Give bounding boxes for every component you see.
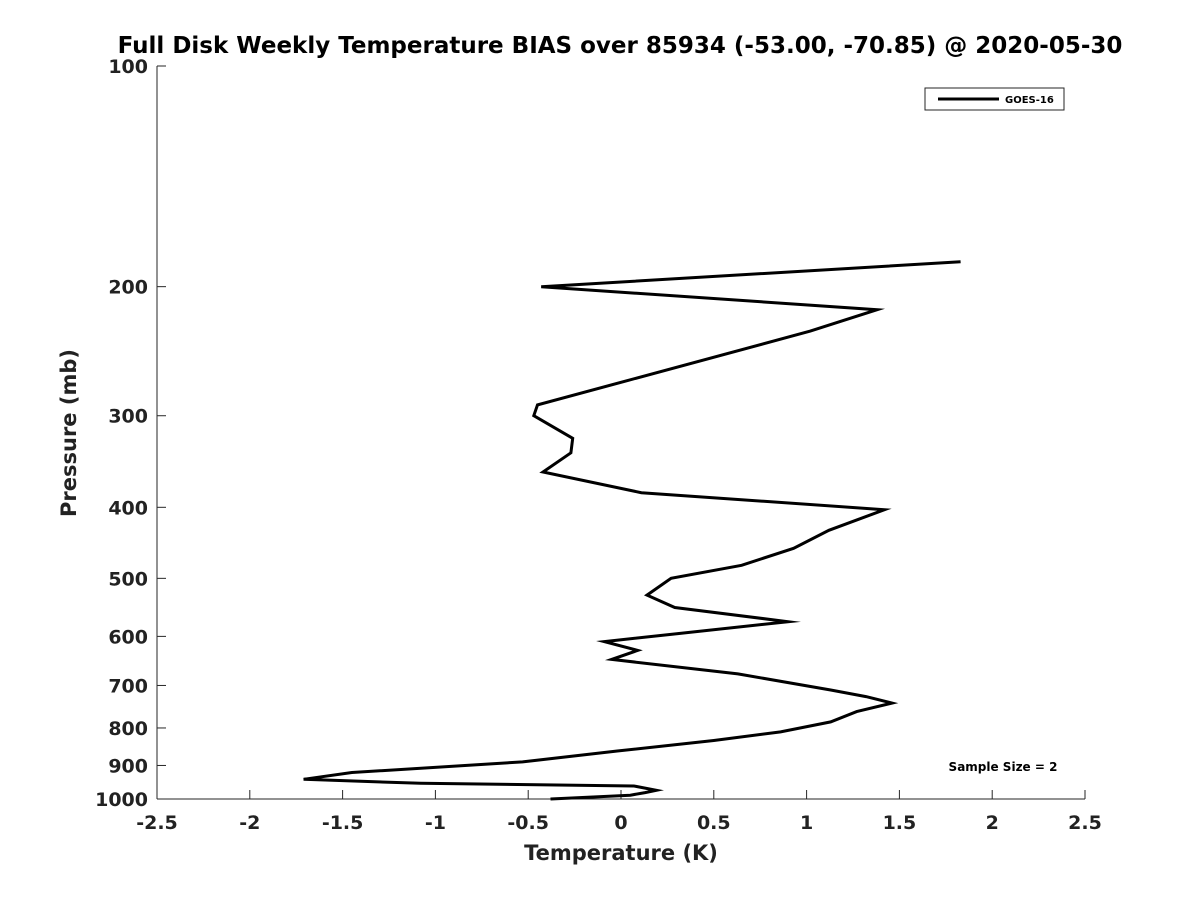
y-ticks: 100 200 300 400 500 600 700 800 900 1000: [95, 56, 166, 811]
x-tick-label-2: 2: [986, 812, 999, 834]
y-tick-label-600: 600: [108, 626, 148, 648]
y-tick-label-400: 400: [108, 497, 148, 519]
sample-size-annotation: Sample Size = 2: [949, 760, 1058, 774]
x-ticks: -2.5 -2 -1.5 -1 -0.5 0 0.5 1 1.5 2 2.5: [136, 790, 1102, 834]
x-tick-label-2-5: 2.5: [1068, 812, 1102, 834]
x-axis-label: Temperature (K): [524, 841, 718, 865]
chart-title: Full Disk Weekly Temperature BIAS over 8…: [118, 33, 1123, 59]
y-tick-label-200: 200: [108, 277, 148, 299]
y-tick-label-700: 700: [108, 675, 148, 697]
y-axis-label: Pressure (mb): [57, 349, 81, 517]
x-tick-label-1-5: 1.5: [883, 812, 917, 834]
x-tick-label-1: -1: [425, 812, 446, 834]
x-tick-label-0-5: -0.5: [507, 812, 549, 834]
x-tick-label-2-5: -2.5: [136, 812, 178, 834]
x-tick-label-2: -2: [239, 812, 260, 834]
y-tick-label-900: 900: [108, 755, 148, 777]
y-tick-label-800: 800: [108, 718, 148, 740]
axes: [156, 66, 1085, 800]
x-tick-label-0-5: 0.5: [697, 812, 731, 834]
y-tick-label-100: 100: [108, 56, 148, 78]
series-group: [303, 260, 961, 801]
x-tick-label-0: 0: [614, 812, 627, 834]
y-tick-label-1000: 1000: [95, 789, 148, 811]
x-tick-label-1: 1: [800, 812, 813, 834]
legend: GOES-16: [924, 87, 1065, 111]
y-tick-label-300: 300: [108, 406, 148, 428]
y-tick-label-500: 500: [108, 568, 148, 590]
x-tick-label-1-5: -1.5: [322, 812, 364, 834]
legend-entry-goes-16: GOES-16: [1005, 95, 1054, 106]
series-line-goes-16: [303, 260, 961, 801]
